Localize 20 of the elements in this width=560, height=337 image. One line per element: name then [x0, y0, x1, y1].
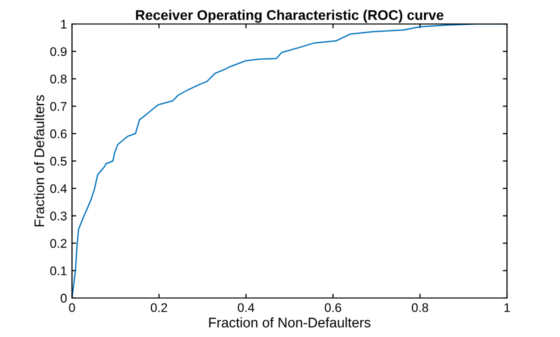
x-tick-label: 0.8 [412, 303, 428, 312]
y-tick-label: 0.6 [50, 129, 67, 138]
x-tick-label: 0.6 [324, 303, 342, 312]
x-axis-title: Fraction of Non-Defaulters [209, 317, 370, 328]
x-tick-label: 0.2 [150, 303, 168, 312]
y-tick-label: 0.1 [50, 266, 67, 276]
y-tick-label: 1 [61, 20, 67, 29]
x-tick-label: 1 [504, 303, 510, 312]
x-tick-label: 0 [69, 303, 75, 312]
y-tick-label: 0 [60, 294, 67, 303]
y-tick-label: 0.3 [50, 212, 67, 220]
y-tick-label: 0.2 [50, 239, 67, 248]
y-tick-label: 0.4 [50, 184, 67, 194]
y-tick-label: 0.8 [50, 74, 67, 84]
x-tick-label: 0.4 [238, 303, 254, 312]
y-tick-label: 0.7 [50, 102, 67, 111]
y-tick-label: 0.9 [50, 47, 67, 56]
y-tick-label: 0.5 [50, 156, 67, 166]
chart-title: Receiver Operating Characteristic (ROC) curve [136, 10, 444, 23]
y-axis-title: Fraction of Defaulters [34, 95, 44, 226]
